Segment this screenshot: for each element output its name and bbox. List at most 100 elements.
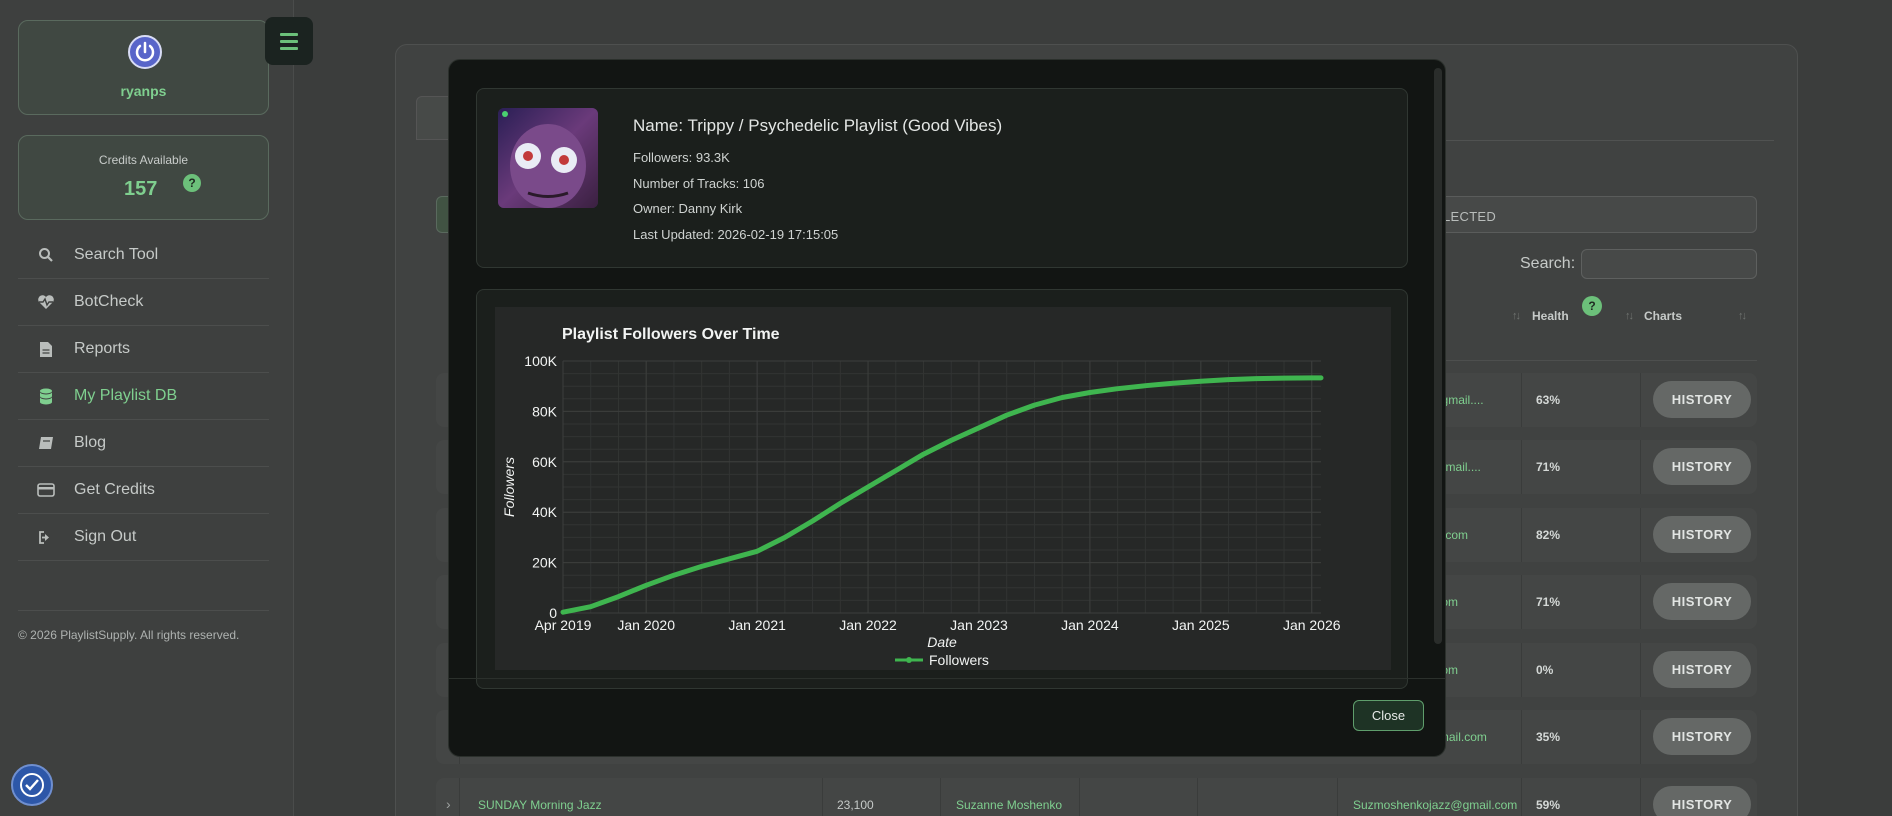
data-point (1226, 377, 1231, 382)
sidebar-item-label: Sign Out (74, 528, 137, 545)
history-button[interactable]: HISTORY (1653, 651, 1751, 688)
health-value: 63% (1536, 393, 1561, 407)
y-tick-label: 0 (549, 605, 557, 621)
followers-chart: 0 20K 40K 60K 80K 100K Apr 2019 Jan 2020 Jan 202… (501, 326, 1341, 668)
x-tick-label: Jan 2021 (728, 617, 786, 633)
playlist-info-card: Name: Trippy / Psychedelic Playlist (Goo… (476, 88, 1408, 268)
sidebar-item-botcheck[interactable]: BotCheck (18, 279, 269, 326)
chevron-right-icon[interactable]: › (446, 796, 451, 812)
playlist-name[interactable]: SUNDAY Morning Jazz (478, 798, 602, 812)
data-point (1309, 375, 1314, 380)
legend-label: Followers (929, 652, 989, 668)
playlist-name: Name: Trippy / Psychedelic Playlist (Goo… (633, 116, 1003, 135)
followers-chart-container: 0 20K 40K 60K 80K 100K Apr 2019 Jan 2020 Jan 202… (495, 307, 1391, 670)
sidebar-divider (18, 610, 269, 611)
credits-label: Credits Available (98, 153, 189, 167)
followers-value: 23,100 (837, 798, 874, 812)
data-point (838, 501, 843, 506)
series-line-followers (560, 375, 1324, 615)
x-tick-label: Jan 2020 (617, 617, 675, 633)
sidebar-item-label: Blog (74, 434, 107, 451)
history-button[interactable]: HISTORY (1653, 718, 1751, 755)
data-point (1087, 390, 1092, 395)
x-tick-label: Apr 2019 (535, 617, 592, 633)
data-point (1171, 381, 1176, 386)
sort-icon[interactable]: ↑↓ (1512, 310, 1521, 322)
x-tick-label: Jan 2025 (1172, 617, 1230, 633)
data-point (588, 604, 593, 609)
health-help-icon[interactable]: ? (1582, 296, 1602, 316)
data-point (866, 485, 871, 489)
data-point (921, 452, 926, 457)
heartbeat-icon (36, 293, 56, 311)
data-point (1115, 386, 1120, 391)
book-icon (36, 434, 56, 452)
data-point (1254, 376, 1259, 381)
sidebar-item-search-tool[interactable]: Search Tool (18, 232, 269, 279)
modal-scrollbar[interactable] (1434, 68, 1442, 644)
accessibility-icon[interactable] (11, 764, 53, 806)
owner-name[interactable]: Suzanne Moshenko (956, 798, 1063, 812)
owner-email: Suzmoshenkojazz@gmail.com (1353, 798, 1518, 812)
column-health[interactable]: Health (1532, 309, 1569, 323)
health-value: 71% (1536, 595, 1561, 609)
chart-title: Playlist Followers Over Time (562, 326, 780, 343)
sidebar-item-reports[interactable]: Reports (18, 326, 269, 373)
search-input[interactable] (1581, 249, 1757, 279)
sidebar-item-label: BotCheck (74, 293, 144, 310)
data-point (810, 519, 815, 524)
x-tick-label: Jan 2023 (950, 617, 1008, 633)
data-point (1282, 376, 1287, 381)
divider (1444, 140, 1774, 141)
history-button[interactable]: HISTORY (1653, 786, 1751, 816)
playlist-followers: Followers: 93.3K (633, 150, 730, 165)
data-point (1004, 413, 1009, 418)
history-button[interactable]: HISTORY (1653, 448, 1751, 485)
playlist-owner: Owner: Danny Kirk (633, 201, 743, 216)
column-charts[interactable]: Charts (1644, 309, 1683, 323)
search-icon (36, 246, 56, 264)
selected-button[interactable]: LECTED (1420, 196, 1757, 233)
credits-help-icon[interactable]: ? (183, 174, 201, 192)
data-point (1143, 383, 1148, 388)
health-value: 71% (1536, 460, 1561, 474)
history-button[interactable]: HISTORY (1653, 516, 1751, 553)
data-point (976, 425, 981, 430)
playlist-cover-image (498, 108, 598, 208)
y-tick-label: 60K (532, 454, 558, 470)
credits-card: Credits Available 157 ? (18, 135, 269, 220)
sidebar-item-get-credits[interactable]: Get Credits (18, 467, 269, 514)
health-value: 82% (1536, 528, 1561, 542)
credits-value: 157 (124, 178, 158, 200)
history-button[interactable]: HISTORY (1653, 381, 1751, 418)
user-card: ryanps (18, 20, 269, 115)
sidebar-item-blog[interactable]: Blog (18, 420, 269, 467)
x-axis-label: Date (927, 634, 957, 650)
data-point (644, 583, 649, 588)
divider (1420, 360, 1757, 361)
close-button[interactable]: Close (1353, 700, 1424, 731)
data-point (1198, 379, 1203, 384)
power-icon[interactable] (128, 35, 162, 69)
sidebar: ryanps Credits Available 157 ? Search To… (0, 0, 294, 816)
history-button[interactable]: HISTORY (1653, 583, 1751, 620)
data-point (561, 610, 565, 615)
sidebar-item-label: Search Tool (74, 246, 159, 263)
data-point (727, 556, 732, 561)
sidebar-item-label: My Playlist DB (74, 387, 178, 404)
data-point (949, 438, 954, 443)
sort-icon[interactable]: ↑↓ (1738, 310, 1747, 322)
data-point (671, 573, 676, 578)
data-point (1032, 403, 1037, 408)
file-icon (36, 340, 56, 358)
health-value: 0% (1536, 663, 1554, 677)
sidebar-item-sign-out[interactable]: Sign Out (18, 514, 269, 561)
table-header: ↑↓ Health ↑↓ Charts ↑↓ (1420, 298, 1757, 334)
menu-toggle-button[interactable] (265, 17, 313, 65)
y-tick-label: 20K (532, 555, 558, 571)
table-row[interactable]: › SUNDAY Morning Jazz 23,100 Suzanne Mos… (436, 778, 1757, 816)
sort-icon[interactable]: ↑↓ (1625, 310, 1634, 322)
sidebar-item-my-playlist-db[interactable]: My Playlist DB (18, 373, 269, 420)
playlist-last-updated: Last Updated: 2026-02-19 17:15:05 (633, 227, 839, 242)
health-value: 59% (1536, 798, 1561, 812)
